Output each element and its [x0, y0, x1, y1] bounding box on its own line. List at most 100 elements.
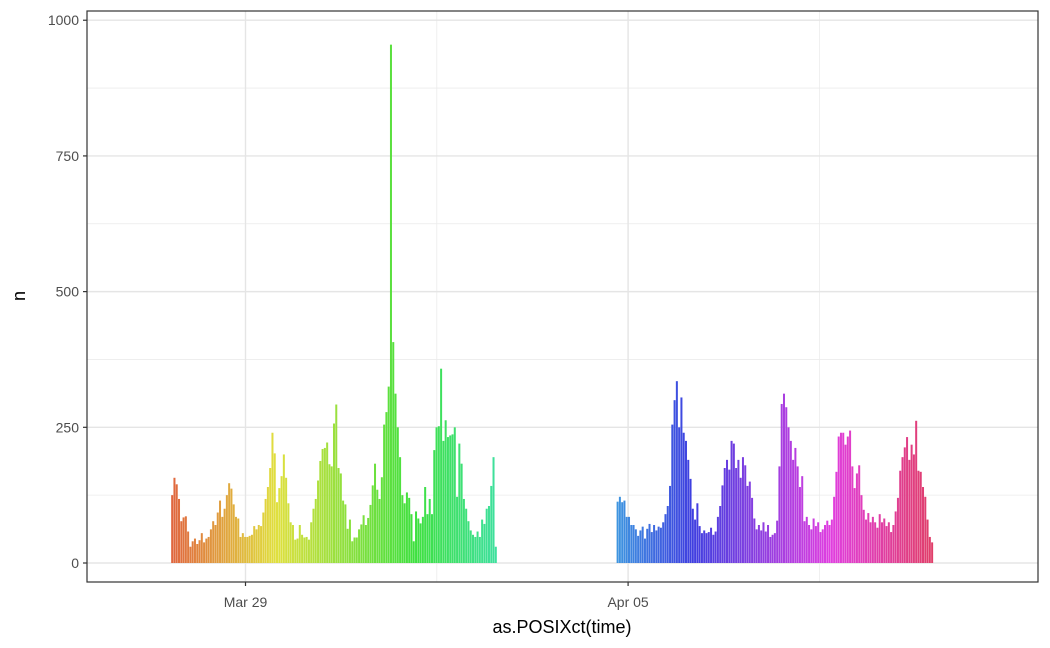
bar — [662, 522, 665, 564]
bar — [415, 511, 418, 564]
bar — [867, 513, 870, 564]
bar — [462, 498, 465, 564]
bar — [264, 498, 267, 564]
bar — [753, 518, 756, 564]
bar — [173, 477, 176, 564]
bar — [716, 516, 719, 564]
bar — [792, 459, 795, 564]
bar — [858, 465, 861, 564]
bar — [871, 516, 874, 564]
bar — [451, 434, 454, 564]
bar — [285, 477, 288, 564]
bar — [919, 471, 922, 564]
bar — [837, 436, 840, 564]
bar — [687, 459, 690, 564]
bar — [367, 517, 370, 564]
bar — [719, 506, 722, 564]
y-tick-label: 500 — [56, 284, 80, 300]
bar — [892, 525, 895, 564]
x-tick-label: Apr 05 — [607, 594, 648, 610]
bar — [328, 464, 331, 564]
bar — [787, 427, 790, 564]
bar — [796, 466, 799, 564]
bar — [696, 503, 699, 564]
bar — [196, 544, 199, 564]
bar — [931, 542, 934, 564]
bar — [694, 519, 697, 564]
bar — [237, 518, 240, 564]
bar — [216, 512, 219, 564]
bar — [817, 522, 820, 564]
bar — [700, 533, 703, 564]
bar — [621, 502, 624, 564]
bar — [874, 522, 877, 564]
bar — [648, 523, 651, 564]
bar — [698, 526, 701, 564]
bar — [755, 529, 758, 564]
bar — [200, 533, 203, 564]
bar — [330, 466, 333, 564]
bar — [890, 532, 893, 564]
bar — [808, 525, 811, 564]
major-gridlines — [87, 11, 1038, 582]
bar — [707, 532, 710, 564]
bar — [424, 487, 427, 564]
bar — [741, 457, 744, 564]
bar — [234, 516, 237, 564]
bar — [714, 531, 717, 564]
bar — [824, 525, 827, 564]
bar — [628, 516, 631, 564]
bar — [901, 457, 904, 564]
bar — [180, 521, 183, 564]
bar — [380, 477, 383, 564]
bar — [437, 426, 440, 564]
bar — [657, 526, 660, 564]
bar — [184, 516, 187, 564]
bar — [650, 532, 653, 564]
bar — [203, 542, 206, 564]
bar — [830, 519, 833, 564]
bar — [735, 468, 738, 564]
bar — [880, 522, 883, 564]
bar — [671, 424, 674, 564]
bar — [191, 541, 194, 564]
bar — [250, 534, 253, 564]
bar — [339, 473, 342, 564]
bar — [855, 473, 858, 564]
bar — [785, 407, 788, 564]
bar — [643, 538, 646, 564]
bar — [826, 520, 829, 564]
bar — [225, 495, 228, 564]
bar — [705, 533, 708, 564]
bar — [410, 514, 413, 564]
bar — [214, 525, 217, 564]
bar — [474, 536, 477, 564]
bar — [821, 529, 824, 564]
bar — [378, 498, 381, 564]
x-axis: Mar 29 Apr 05 — [224, 582, 649, 610]
bar — [673, 400, 676, 564]
bar — [835, 471, 838, 564]
bar — [728, 469, 731, 564]
bar — [794, 447, 797, 564]
bar — [828, 525, 831, 564]
bar — [760, 530, 763, 564]
bar — [853, 488, 856, 564]
bar — [383, 424, 386, 564]
bar — [355, 537, 358, 564]
bar — [282, 454, 285, 564]
bar — [189, 546, 192, 564]
bar — [773, 533, 776, 564]
bar — [472, 534, 475, 564]
bar — [392, 342, 395, 564]
bar — [389, 44, 392, 564]
bar — [678, 427, 681, 564]
bar — [442, 440, 445, 564]
bar — [684, 440, 687, 564]
bar — [403, 503, 406, 564]
bar — [844, 444, 847, 564]
bar — [922, 487, 925, 564]
bar — [675, 381, 678, 564]
bar — [209, 529, 212, 564]
